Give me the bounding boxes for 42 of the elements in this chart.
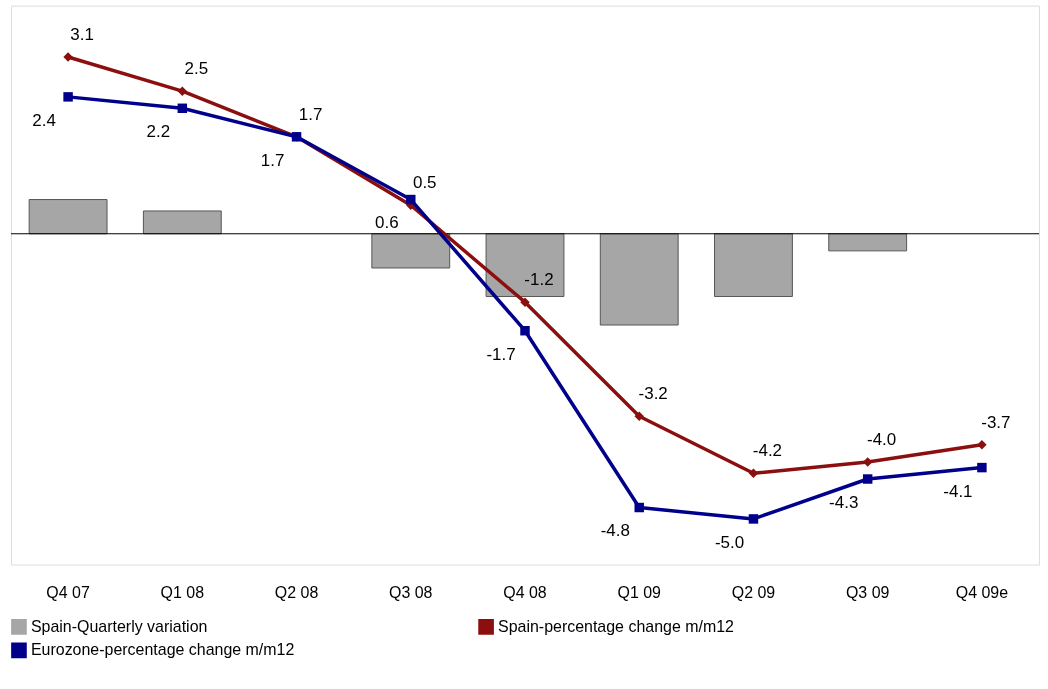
data-label: 2.4	[32, 110, 56, 130]
x-tick-label: Q1 09	[617, 584, 662, 601]
data-label: 0.6	[375, 213, 399, 233]
x-tick-label: Q4 08	[503, 584, 547, 601]
data-label: 2.2	[146, 122, 171, 142]
x-tick-label: Q3 09	[845, 584, 890, 601]
data-label: 2.5	[184, 59, 209, 79]
data-label: 0.5	[412, 173, 437, 193]
data-label: -1.2	[524, 270, 554, 290]
point	[406, 194, 416, 205]
legend-label: Eurozone-percentage change m/m12	[30, 641, 295, 659]
data-label: -4.0	[867, 429, 897, 449]
data-label: -3.2	[638, 384, 668, 404]
point	[977, 440, 987, 450]
point	[748, 514, 759, 524]
data-label: -3.7	[981, 412, 1011, 432]
point	[977, 462, 987, 473]
data-label: 1.7	[298, 104, 323, 124]
legend-label: Spain-percentage change m/m12	[498, 617, 735, 635]
data-label: 3.1	[70, 24, 94, 44]
data-label: -4.3	[829, 492, 859, 512]
point	[177, 86, 188, 96]
data-label: -1.7	[486, 344, 516, 364]
x-tick-label: Q2 08	[274, 584, 319, 601]
x-tick-label: Q1 08	[160, 584, 205, 601]
data-label: -4.8	[600, 521, 630, 541]
x-tick-label: Q4 09e	[955, 584, 1009, 601]
legend-label: Spain-Quarterly variation	[30, 617, 208, 635]
x-tick-label: Q3 08	[389, 584, 433, 601]
point	[63, 92, 73, 102]
x-tick-label: Q4 07	[46, 584, 90, 601]
point	[634, 502, 644, 513]
point	[634, 411, 644, 421]
point	[862, 474, 873, 484]
point	[520, 325, 530, 336]
point	[748, 468, 759, 479]
x-tick-label: Q2 09	[731, 584, 776, 601]
data-label: 1.7	[260, 150, 285, 170]
data-label: -4.1	[943, 481, 973, 501]
data-label: -4.2	[752, 441, 783, 461]
data-label: -5.0	[714, 532, 745, 552]
point	[177, 103, 188, 114]
